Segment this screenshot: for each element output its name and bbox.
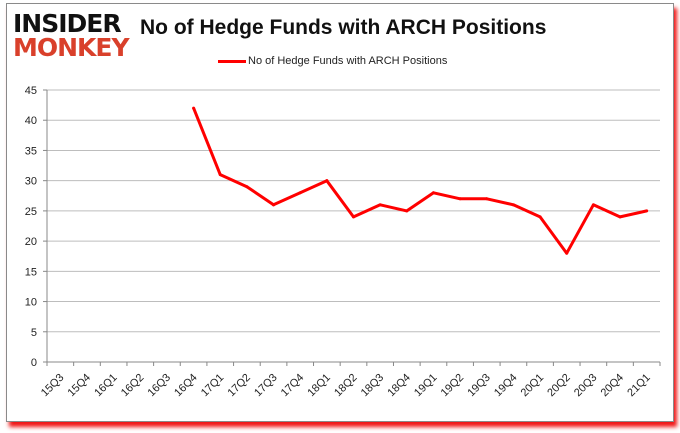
x-tick-label: 19Q1 (412, 372, 440, 400)
data-point (511, 203, 515, 207)
y-tick-label: 40 (25, 115, 37, 127)
x-tick-label: 19Q3 (465, 372, 493, 400)
data-point (485, 197, 489, 201)
x-tick-label: 20Q1 (519, 372, 547, 400)
x-tick-label: 19Q2 (439, 372, 467, 400)
data-point (218, 173, 222, 177)
data-point (431, 191, 435, 195)
y-tick-label: 20 (25, 236, 37, 248)
x-tick-label: 15Q4 (66, 372, 94, 400)
series-line (192, 107, 648, 255)
data-point (405, 209, 409, 213)
data-point (298, 191, 302, 195)
x-tick-label: 20Q2 (545, 372, 573, 400)
x-tick-label: 17Q3 (252, 372, 280, 400)
y-tick-label: 25 (25, 206, 37, 218)
data-point (458, 197, 462, 201)
insider-monkey-logo: INSIDER MONKEY (13, 9, 130, 62)
legend-swatch (218, 59, 246, 63)
x-tick-label: 17Q1 (199, 372, 227, 400)
data-point (352, 215, 355, 219)
y-tick-label: 30 (25, 176, 37, 188)
x-tick-label: 19Q4 (492, 372, 520, 400)
x-tick-label: 16Q2 (119, 372, 147, 400)
x-tick-label: 18Q2 (332, 372, 360, 400)
logo-line2: MONKEY (13, 33, 130, 62)
x-tick-label: 18Q1 (305, 372, 333, 400)
x-tick-label: 17Q4 (279, 372, 307, 400)
data-point (325, 179, 329, 183)
x-tick-label: 17Q2 (225, 372, 253, 400)
x-tick-label: 16Q1 (92, 372, 120, 400)
x-tick-label: 20Q3 (572, 372, 600, 400)
y-tick-label: 5 (31, 327, 37, 339)
data-point (272, 203, 276, 207)
x-tick-label: 18Q4 (385, 372, 413, 400)
data-point (618, 215, 622, 219)
x-tick-label: 20Q4 (599, 372, 627, 400)
x-tick-label: 15Q3 (39, 372, 67, 400)
data-point (591, 203, 595, 207)
x-tick-label: 16Q3 (146, 372, 174, 400)
data-point (538, 215, 542, 219)
legend: No of Hedge Funds with ARCH Positions (218, 55, 447, 67)
y-tick-label: 10 (25, 297, 37, 309)
x-tick-label: 21Q1 (625, 372, 653, 400)
y-tick-label: 15 (25, 266, 37, 278)
chart-title: No of Hedge Funds with ARCH Positions (140, 16, 547, 39)
chart-frame (6, 3, 674, 422)
x-tick-label: 18Q3 (359, 372, 387, 400)
data-point (565, 251, 569, 255)
y-tick-label: 35 (25, 145, 37, 157)
y-tick-label: 45 (25, 85, 37, 97)
data-point (245, 185, 249, 189)
data-point (192, 106, 196, 110)
x-tick-label: 16Q4 (172, 372, 200, 400)
data-point (378, 203, 382, 207)
logo-line1: INSIDER (13, 9, 122, 38)
y-tick-label: 0 (31, 357, 37, 369)
data-point (645, 209, 649, 213)
legend-label: No of Hedge Funds with ARCH Positions (248, 55, 448, 67)
